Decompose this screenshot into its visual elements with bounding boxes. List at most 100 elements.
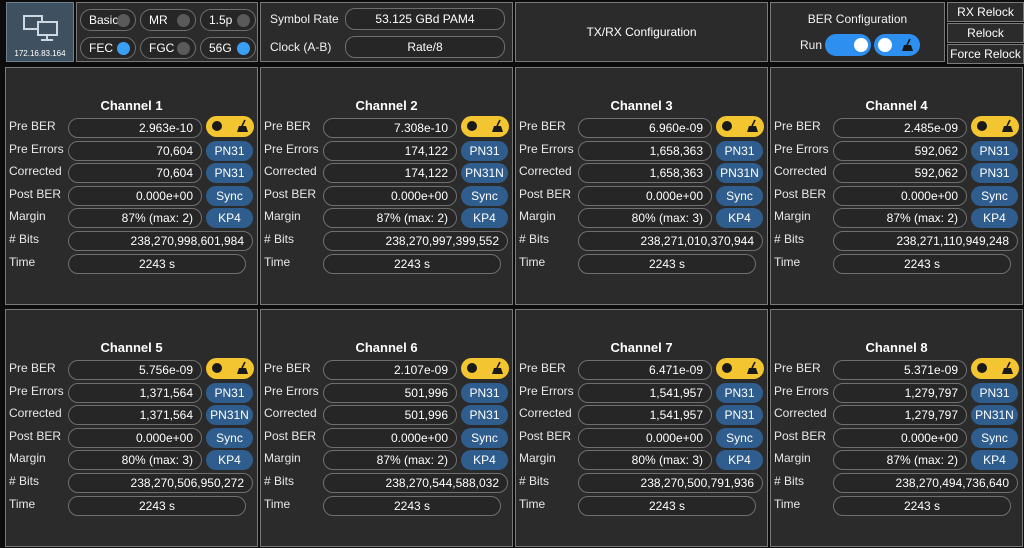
value-bits: 238,270,500,791,936 (578, 473, 763, 493)
tag-pattern1[interactable]: PN31 (206, 383, 253, 403)
broom-icon (492, 119, 503, 132)
channel-title: Channel 5 (100, 340, 163, 355)
device-tile[interactable]: 172.16.83.164 (6, 2, 74, 62)
value-post-ber: 0.000e+00 (323, 186, 457, 206)
rx-relock-button[interactable]: RX Relock (947, 2, 1024, 22)
force-relock-button[interactable]: Force Relock (947, 44, 1024, 64)
toggle-knob (722, 121, 732, 131)
tag-pattern1[interactable]: PN31 (461, 383, 508, 403)
tag-pattern2[interactable]: PN31 (971, 163, 1018, 183)
tag-pattern1[interactable]: PN31 (716, 141, 763, 161)
tag-fec[interactable]: KP4 (461, 208, 508, 228)
channel-panel-3: Channel 3 Pre BER 6.960e-09 Pre Errors 1,658… (515, 67, 768, 305)
channel-enable-toggle[interactable] (206, 116, 254, 137)
monitor-network-icon (23, 15, 58, 41)
tag-pattern2[interactable]: PN31 (716, 405, 763, 425)
channel-enable-toggle[interactable] (206, 358, 254, 379)
value-time: 2243 s (68, 254, 246, 274)
toggle-1-5p[interactable]: 1.5p (200, 9, 256, 31)
tag-sync[interactable]: Sync (461, 428, 508, 448)
value-pre-errors: 1,541,957 (578, 383, 712, 403)
value-corrected: 501,996 (323, 405, 457, 425)
toggle-fec-indicator (117, 42, 130, 55)
label-time: Time (519, 497, 546, 511)
value-time: 2243 s (323, 496, 501, 516)
broom-icon (492, 361, 503, 374)
tag-sync[interactable]: Sync (971, 186, 1018, 206)
symbol-rate-field[interactable]: 53.125 GBd PAM4 (345, 8, 505, 30)
tag-pattern1[interactable]: PN31 (971, 141, 1018, 161)
label-time: Time (9, 497, 36, 511)
tag-pattern2[interactable]: PN31 (206, 163, 253, 183)
channel-title: Channel 7 (610, 340, 673, 355)
toggle-56g[interactable]: 56G (200, 37, 256, 59)
label-margin: Margin (9, 451, 46, 465)
toggle-fec[interactable]: FEC (80, 37, 136, 59)
channel-enable-toggle[interactable] (461, 116, 509, 137)
tag-pattern2[interactable]: PN31N (206, 405, 253, 425)
clear-switch[interactable] (874, 34, 920, 56)
channel-enable-toggle[interactable] (971, 116, 1019, 137)
value-pre-ber: 6.471e-09 (578, 360, 712, 380)
toggle-fgc[interactable]: FGC (140, 37, 196, 59)
tag-pattern1[interactable]: PN31 (206, 141, 253, 161)
value-pre-errors: 1,371,564 (68, 383, 202, 403)
label-pre-ber: Pre BER (9, 119, 56, 133)
value-pre-ber: 6.960e-09 (578, 118, 712, 138)
label-corrected: Corrected (774, 164, 827, 178)
tag-pattern2[interactable]: PN31N (461, 163, 508, 183)
tag-fec[interactable]: KP4 (206, 208, 253, 228)
tag-pattern2[interactable]: PN31N (971, 405, 1018, 425)
tag-pattern1[interactable]: PN31 (461, 141, 508, 161)
toggle-1-5p-indicator (237, 14, 250, 27)
tag-sync[interactable]: Sync (206, 186, 253, 206)
tag-sync[interactable]: Sync (461, 186, 508, 206)
label-corrected: Corrected (264, 164, 317, 178)
value-pre-errors: 1,279,797 (833, 383, 967, 403)
label-post-ber: Post BER (519, 429, 572, 443)
tag-fec[interactable]: KP4 (206, 450, 253, 470)
label-pre-errors: Pre Errors (264, 384, 319, 398)
value-time: 2243 s (578, 254, 756, 274)
toggle-basic[interactable]: Basic (80, 9, 136, 31)
value-corrected: 1,658,363 (578, 163, 712, 183)
tag-sync[interactable]: Sync (971, 428, 1018, 448)
tag-sync[interactable]: Sync (206, 428, 253, 448)
tag-pattern2[interactable]: PN31 (461, 405, 508, 425)
value-margin: 87% (max: 2) (323, 208, 457, 228)
label-pre-ber: Pre BER (519, 361, 566, 375)
label-bits: # Bits (9, 232, 40, 246)
channel-enable-toggle[interactable] (971, 358, 1019, 379)
tag-pattern2[interactable]: PN31N (716, 163, 763, 183)
channel-enable-toggle[interactable] (461, 358, 509, 379)
tag-fec[interactable]: KP4 (971, 450, 1018, 470)
label-corrected: Corrected (9, 406, 62, 420)
value-corrected: 70,604 (68, 163, 202, 183)
channel-panel-7: Channel 7 Pre BER 6.471e-09 Pre Errors 1,541… (515, 309, 768, 547)
channel-enable-toggle[interactable] (716, 116, 764, 137)
clock-field[interactable]: Rate/8 (345, 36, 505, 58)
tag-sync[interactable]: Sync (716, 186, 763, 206)
label-corrected: Corrected (9, 164, 62, 178)
label-post-ber: Post BER (9, 429, 62, 443)
tag-pattern1[interactable]: PN31 (716, 383, 763, 403)
tag-pattern1[interactable]: PN31 (971, 383, 1018, 403)
tag-fec[interactable]: KP4 (461, 450, 508, 470)
toggle-mr[interactable]: MR (140, 9, 196, 31)
label-time: Time (9, 255, 36, 269)
label-corrected: Corrected (264, 406, 317, 420)
txrx-configuration-button[interactable]: TX/RX Configuration (515, 2, 768, 62)
tag-sync[interactable]: Sync (716, 428, 763, 448)
label-margin: Margin (519, 209, 556, 223)
run-label: Run (800, 38, 823, 52)
channel-enable-toggle[interactable] (716, 358, 764, 379)
value-bits: 238,271,110,949,248 (833, 231, 1018, 251)
label-pre-ber: Pre BER (774, 361, 821, 375)
tag-fec[interactable]: KP4 (716, 450, 763, 470)
channel-title: Channel 4 (865, 98, 928, 113)
run-switch[interactable] (825, 34, 871, 56)
tag-fec[interactable]: KP4 (971, 208, 1018, 228)
label-post-ber: Post BER (774, 187, 827, 201)
relock-button[interactable]: Relock (947, 23, 1024, 43)
tag-fec[interactable]: KP4 (716, 208, 763, 228)
